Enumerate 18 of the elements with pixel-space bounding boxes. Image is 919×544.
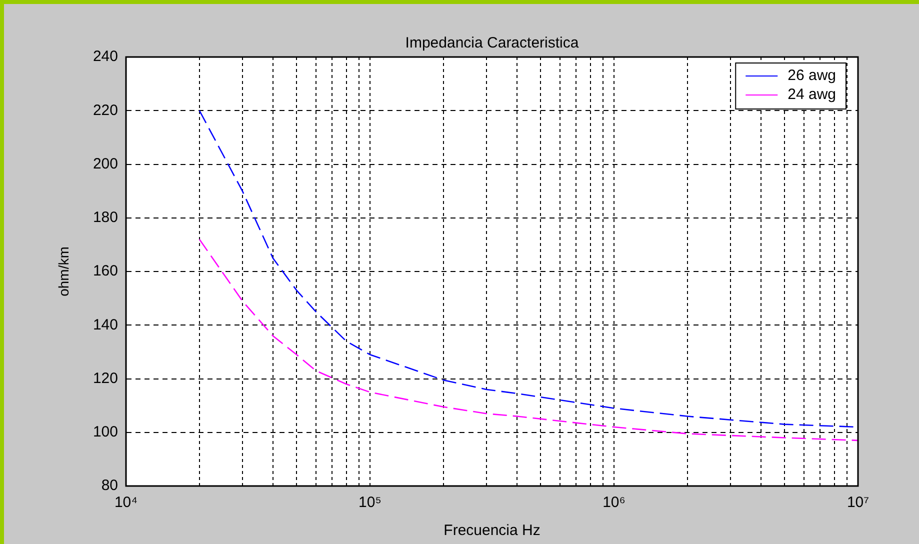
y-tick-label: 180 — [92, 209, 118, 226]
x-axis-title: Frecuencia Hz — [444, 522, 540, 540]
legend-label: 26 awg — [788, 67, 836, 84]
x-tick-label: 10⁷ — [846, 494, 870, 512]
y-tick-label: 100 — [92, 424, 118, 441]
y-tick-label: 240 — [92, 48, 118, 66]
x-tick-label: 10⁴ — [114, 494, 138, 512]
y-tick-label: 80 — [101, 477, 118, 494]
y-tick-label: 220 — [92, 102, 118, 119]
y-tick-label: 160 — [92, 262, 118, 280]
y-tick-label: 120 — [92, 370, 118, 387]
legend-label: 24 awg — [788, 86, 836, 104]
y-tick-label: 140 — [92, 316, 118, 334]
x-tick-label: 10⁵ — [358, 494, 382, 512]
y-axis-title: ohm/km — [55, 246, 72, 296]
chart-title: Impedancia Caracteristica — [405, 34, 580, 52]
x-tick-label: 10⁶ — [602, 494, 626, 512]
y-tick-label: 200 — [92, 155, 118, 172]
